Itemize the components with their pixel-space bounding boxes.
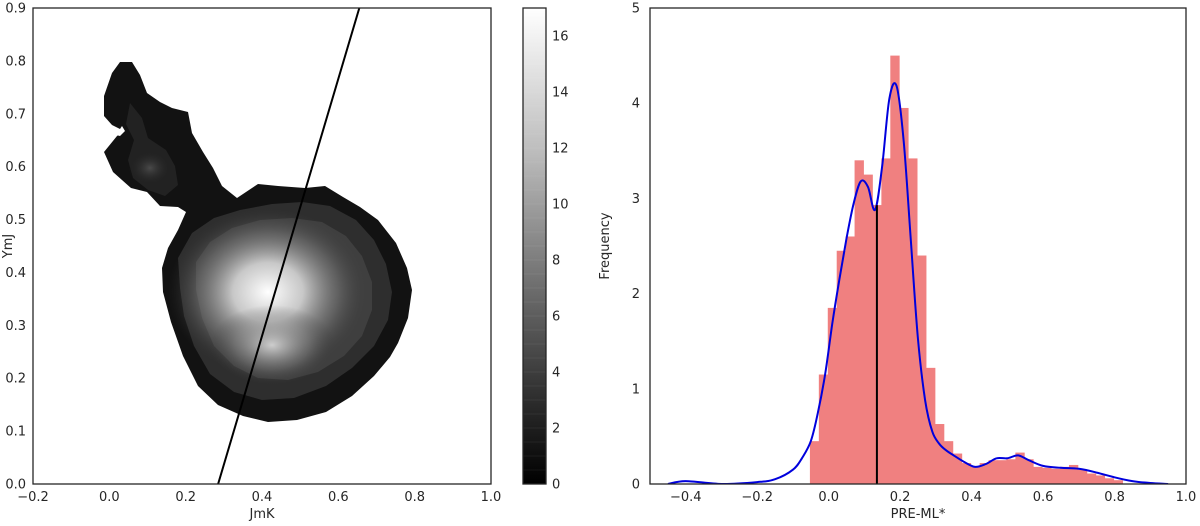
contour-diagonal-line xyxy=(217,8,361,484)
histogram-y-tick-label: 4 xyxy=(632,97,640,112)
histogram-x-tick-label: 0.4 xyxy=(961,490,982,505)
density-secondary-core xyxy=(210,305,334,385)
contour-x-tick-label: 0.8 xyxy=(404,490,425,505)
histogram-bar xyxy=(1086,473,1097,484)
histogram-x-tick-label: −0.4 xyxy=(670,490,702,505)
histogram-bar xyxy=(1033,466,1043,484)
histogram-bar xyxy=(1042,467,1052,484)
histogram-bar xyxy=(1095,475,1106,484)
colorbar-tick-label: 4 xyxy=(552,366,560,381)
contour-x-tick-label: −0.2 xyxy=(17,490,49,505)
contour-axes-frame xyxy=(32,7,492,485)
contour-y-tick-label: 0.0 xyxy=(5,478,26,493)
histogram-bar xyxy=(809,441,820,484)
contour-y-tick-label: 0.8 xyxy=(5,54,26,69)
histogram-bar xyxy=(1015,452,1025,484)
histogram-bar xyxy=(943,441,954,484)
colorbar-tick-label: 8 xyxy=(552,254,560,269)
histogram-y-ticks: 0 1 2 3 4 5 xyxy=(632,2,640,493)
histogram-bar xyxy=(1068,464,1079,484)
histogram-bar xyxy=(908,158,918,484)
histogram-bar xyxy=(979,463,989,484)
colorbar-tick-label: 2 xyxy=(552,422,560,437)
histogram-bar xyxy=(827,307,838,484)
contour-x-tick-label: 0.6 xyxy=(328,490,349,505)
histogram-bar xyxy=(836,250,847,484)
histogram-y-axis-label: Frequency xyxy=(598,212,613,279)
contour-y-axis-label: YmJ xyxy=(1,234,16,259)
density-upper-lobe xyxy=(128,150,172,186)
colorbar-tick-label: 6 xyxy=(552,310,560,325)
histogram-y-tick-label: 1 xyxy=(632,382,640,397)
histogram-bar xyxy=(863,174,873,484)
histogram-x-tick-label: −0.2 xyxy=(741,490,773,505)
contour-y-tick-label: 0.1 xyxy=(5,425,26,440)
histogram-bar xyxy=(961,463,972,484)
histogram-bar xyxy=(899,107,909,484)
colorbar-tick-label: 14 xyxy=(552,86,569,101)
histogram-y-tick-label: 0 xyxy=(632,478,640,493)
contour-panel: −0.2 0.0 0.2 0.4 0.6 0.8 1.0 0.00.10.20.30.40.… xyxy=(1,2,501,523)
colorbar-tick-label: 12 xyxy=(552,142,569,157)
histogram-y-tick-label: 2 xyxy=(632,287,640,302)
histogram-x-axis-label: PRE-ML* xyxy=(891,507,946,522)
histogram-bars xyxy=(809,55,1123,484)
histogram-bar xyxy=(1113,480,1123,484)
histogram-bar xyxy=(818,374,829,484)
histogram-panel: −0.4 −0.2 0.0 0.2 0.4 0.6 0.8 1.0 0 1 2 3 4 5 PRE-ML… xyxy=(598,2,1196,523)
contour-x-tick-label: 0.4 xyxy=(252,490,273,505)
histogram-bar xyxy=(1024,459,1034,484)
contour-y-tick-label: 0.3 xyxy=(5,319,26,334)
contour-x-ticks: −0.2 0.0 0.2 0.4 0.6 0.8 1.0 xyxy=(17,490,501,505)
histogram-bar xyxy=(988,460,998,484)
colorbar-bands xyxy=(523,7,546,471)
histogram-bar xyxy=(1060,466,1070,484)
contour-x-tick-label: 1.0 xyxy=(481,490,502,505)
colorbar-tick-label: 16 xyxy=(552,30,569,45)
histogram-bar xyxy=(1077,469,1088,484)
contour-y-tick-label: 0.5 xyxy=(5,213,26,228)
contour-y-tick-label: 0.7 xyxy=(5,107,26,122)
kde-curve xyxy=(667,82,1169,484)
histogram-bar xyxy=(952,453,963,484)
histogram-bar xyxy=(854,160,864,484)
colorbar-tick-label: 0 xyxy=(552,478,560,493)
histogram-x-tick-label: 0.2 xyxy=(890,490,911,505)
histogram-bar xyxy=(1006,459,1016,484)
colorbar-gradient xyxy=(523,8,546,484)
contour-hole xyxy=(116,126,125,136)
histogram-bar xyxy=(845,236,855,484)
contour-y-tick-label: 0.6 xyxy=(5,160,26,175)
histogram-bar xyxy=(934,424,945,484)
contour-y-tick-label: 0.2 xyxy=(5,372,26,387)
histogram-bar xyxy=(970,466,981,484)
contour-density xyxy=(104,8,412,484)
histogram-bar xyxy=(890,55,900,484)
histogram-x-tick-label: 0.0 xyxy=(818,490,839,505)
histogram-bar xyxy=(881,158,891,484)
histogram-axes-frame xyxy=(649,7,1187,485)
histogram-x-ticks: −0.4 −0.2 0.0 0.2 0.4 0.6 0.8 1.0 xyxy=(670,490,1196,505)
colorbar-tick-label: 10 xyxy=(552,198,569,213)
colorbar-frame xyxy=(522,7,547,485)
histogram-bar xyxy=(997,460,1007,484)
contour-y-ticks: 0.0 0.1 0.2 0.3 0.4 0.5 0.6 0.7 0.8 0.9 xyxy=(5,2,26,493)
contour-x-tick-label: 0.0 xyxy=(99,490,120,505)
histogram-y-tick-label: 5 xyxy=(632,2,640,17)
contour-x-tick-label: 0.2 xyxy=(175,490,196,505)
histogram-bar xyxy=(1051,468,1061,484)
colorbar-ticks: 0 2 4 6 8 10 12 14 16 xyxy=(552,30,569,493)
histogram-bar xyxy=(1104,478,1115,484)
histogram-y-tick-label: 3 xyxy=(632,192,640,207)
contour-y-tick-label: 0.4 xyxy=(5,266,26,281)
contour-y-tick-label: 0.9 xyxy=(5,2,26,17)
histogram-x-tick-label: 0.6 xyxy=(1033,490,1054,505)
histogram-x-tick-label: 0.8 xyxy=(1104,490,1125,505)
colorbar: 0 2 4 6 8 10 12 14 16 xyxy=(522,7,569,493)
histogram-x-tick-label: 1.0 xyxy=(1176,490,1197,505)
contour-x-axis-label: JmK xyxy=(248,507,274,522)
